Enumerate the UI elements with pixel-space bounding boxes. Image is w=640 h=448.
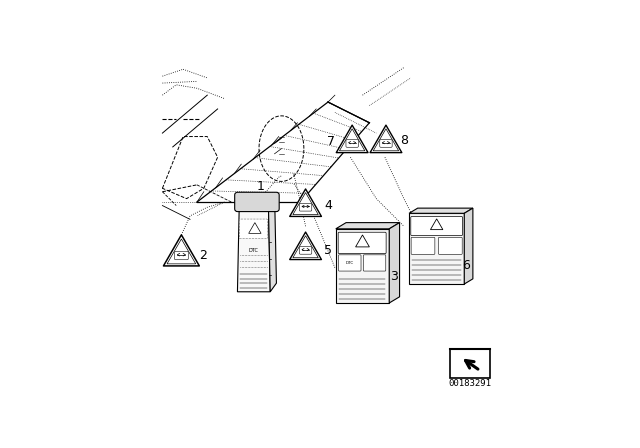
Text: 00183291: 00183291 [449,379,492,388]
FancyBboxPatch shape [235,192,279,211]
FancyBboxPatch shape [411,216,463,236]
Polygon shape [269,200,276,292]
Text: 8: 8 [400,134,408,147]
FancyBboxPatch shape [175,251,188,260]
FancyBboxPatch shape [380,140,392,147]
Bar [451,349,490,378]
Text: 4: 4 [324,199,332,212]
Polygon shape [290,232,321,259]
Text: DTC: DTC [249,248,259,253]
Text: DTC: DTC [346,261,354,265]
FancyBboxPatch shape [438,237,462,254]
Polygon shape [370,125,402,153]
FancyBboxPatch shape [364,255,386,271]
FancyBboxPatch shape [239,219,268,239]
Polygon shape [409,208,473,213]
FancyBboxPatch shape [300,246,312,254]
Polygon shape [163,235,199,266]
Polygon shape [237,209,270,292]
Text: 2: 2 [199,249,207,262]
Polygon shape [290,189,321,216]
FancyBboxPatch shape [411,237,435,254]
FancyBboxPatch shape [346,140,358,147]
Polygon shape [389,223,399,303]
Text: 6: 6 [462,259,470,272]
FancyBboxPatch shape [300,203,312,211]
Polygon shape [336,229,389,303]
FancyBboxPatch shape [339,255,361,271]
Polygon shape [409,213,464,284]
Polygon shape [464,208,473,284]
Polygon shape [336,223,399,229]
Text: 5: 5 [324,244,332,257]
Polygon shape [336,125,368,153]
Text: 3: 3 [390,270,397,283]
Polygon shape [239,200,275,209]
FancyBboxPatch shape [338,232,386,254]
Text: 7: 7 [327,135,335,148]
Text: 1: 1 [257,180,265,193]
